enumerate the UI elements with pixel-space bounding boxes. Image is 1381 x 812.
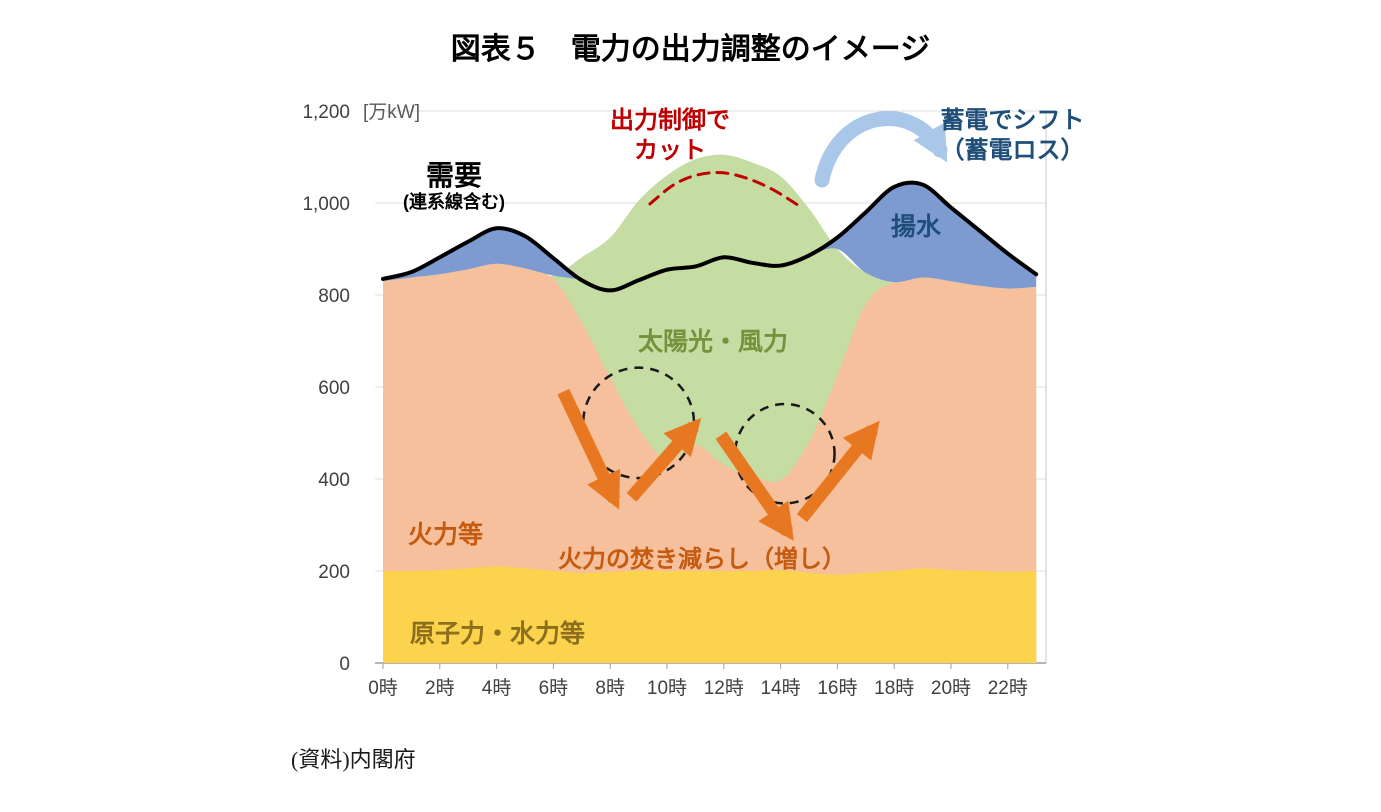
x-axis-tick-label: 18時: [874, 677, 914, 699]
demand-line: [381, 180, 1039, 293]
thermal-adjust-circle: [733, 402, 836, 505]
thermal-adjust-arrow: [715, 431, 794, 541]
battery-shift-label-line1: 蓄電でシフト: [940, 107, 1085, 134]
thermal-adjust-arrow: [626, 417, 702, 502]
chart-title: 図表５ 電力の出力調整のイメージ: [450, 33, 931, 66]
source-note: (資料)内閣府: [291, 747, 416, 772]
demand-label-line2: (連系線含む): [403, 192, 505, 213]
battery-shift-label: 蓄電でシフト （蓄電ロス）: [915, 106, 1110, 166]
x-axis-tick-label: 14時: [761, 677, 801, 699]
x-axis-tick-label: 2時: [425, 677, 455, 699]
x-axis-tick-label: 16時: [817, 677, 857, 699]
y-axis-tick-label: 600: [318, 378, 350, 399]
area-pumped-storage: [383, 182, 1037, 291]
x-axis-tick-label: 0時: [368, 677, 398, 699]
y-axis-tick-label: 400: [318, 470, 350, 491]
x-axis-tick-label: 22時: [988, 677, 1028, 699]
area-nuclear-hydro: [383, 566, 1037, 663]
battery-shift-arrow: [814, 111, 948, 188]
y-axis-tick-label: 1,200: [302, 102, 350, 123]
nuclear-hydro-label: 原子力・水力等: [410, 620, 586, 648]
x-axis-tick-label: 6時: [539, 677, 569, 699]
x-axis-tick-label: 4時: [482, 677, 512, 699]
x-axis-tick-label: 20時: [931, 677, 971, 699]
battery-shift-label-line2: （蓄電ロス）: [940, 137, 1085, 164]
thermal-label: 火力等: [408, 521, 484, 549]
thermal-adjust-arrow: [796, 420, 880, 523]
y-axis-unit-label: [万kW]: [363, 102, 420, 123]
demand-label: 需要 (連系線含む): [370, 160, 538, 213]
curtailment-dashed-line: [648, 171, 800, 207]
curtailment-label: 出力制御で カット: [578, 106, 762, 166]
demand-label-line1: 需要: [425, 160, 482, 191]
solar-wind-label: 太陽光・風力: [638, 328, 789, 356]
thermal-adjust-label: 火力の焚き減らし（増し）: [558, 546, 846, 573]
y-axis-tick-label: 0: [339, 654, 350, 675]
curtailment-label-line1: 出力制御で: [610, 107, 730, 134]
y-axis-tick-label: 200: [318, 562, 350, 583]
thermal-adjust-arrow: [557, 388, 621, 510]
x-axis-tick-label: 10時: [647, 677, 687, 699]
curtailment-label-line2: カット: [634, 137, 706, 164]
y-axis-tick-label: 800: [318, 286, 350, 307]
pumped-storage-label: 揚水: [891, 213, 942, 241]
y-axis-tick-label: 1,000: [302, 194, 350, 215]
x-axis-tick-label: 12時: [704, 677, 744, 699]
x-axis-tick-label: 8時: [595, 677, 625, 699]
area-thermal: [383, 263, 1037, 663]
